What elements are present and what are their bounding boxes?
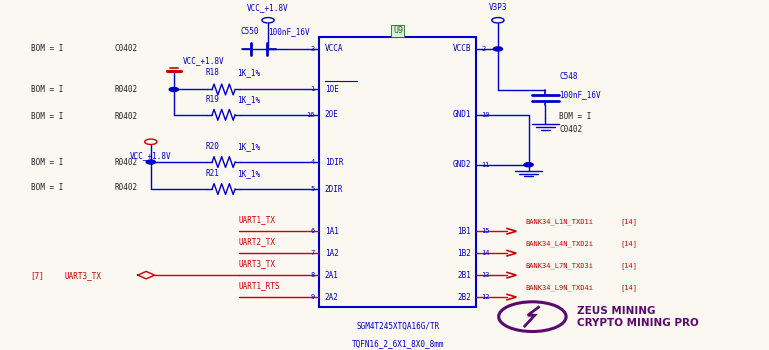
Text: BANK34_L7N_TXD3i: BANK34_L7N_TXD3i [525, 262, 594, 269]
Bar [319, 37, 477, 307]
Text: R0402: R0402 [115, 158, 138, 167]
Text: R18: R18 [205, 68, 219, 77]
Text: BANK34_L9N_TXD4i: BANK34_L9N_TXD4i [525, 284, 594, 291]
Text: 7: 7 [311, 250, 315, 256]
Text: 1K_1%: 1K_1% [238, 95, 261, 104]
Text: UART3_TX: UART3_TX [239, 259, 276, 268]
Text: R0402: R0402 [115, 85, 138, 94]
Text: 2A1: 2A1 [325, 271, 338, 280]
Text: 9: 9 [311, 294, 315, 300]
Text: 11: 11 [481, 162, 490, 168]
Text: [14]: [14] [621, 284, 638, 291]
Text: BOM = I: BOM = I [31, 85, 63, 94]
Text: 13: 13 [481, 272, 490, 278]
Text: CRYPTO MINING PRO: CRYPTO MINING PRO [577, 318, 698, 328]
Circle shape [262, 18, 275, 23]
Text: BOM = I: BOM = I [559, 112, 591, 121]
Text: 1A1: 1A1 [325, 227, 338, 236]
Text: UART1_TX: UART1_TX [239, 216, 276, 224]
Circle shape [493, 47, 502, 51]
Text: 2DIR: 2DIR [325, 184, 343, 194]
Text: 1K_1%: 1K_1% [238, 169, 261, 178]
Text: R0402: R0402 [115, 183, 138, 192]
Circle shape [146, 160, 155, 164]
Text: 1K_1%: 1K_1% [238, 142, 261, 151]
Text: 14: 14 [481, 250, 490, 256]
Text: TQFN16_2_6X1_8X0_8mm: TQFN16_2_6X1_8X0_8mm [351, 339, 444, 348]
Text: V3P3: V3P3 [488, 3, 507, 12]
Text: VCCB: VCCB [453, 44, 471, 54]
Circle shape [491, 18, 504, 23]
Text: C548: C548 [559, 72, 578, 81]
Text: 1OE: 1OE [325, 85, 338, 94]
Text: 1DIR: 1DIR [325, 158, 343, 167]
Text: R21: R21 [205, 169, 219, 178]
Text: [14]: [14] [621, 240, 638, 247]
Text: BOM = I: BOM = I [31, 44, 63, 54]
Text: BANK34_L1N_TXD1i: BANK34_L1N_TXD1i [525, 218, 594, 225]
Circle shape [524, 163, 533, 167]
Text: C0402: C0402 [559, 125, 582, 134]
Text: 16: 16 [306, 112, 315, 118]
Text: 1B2: 1B2 [458, 249, 471, 258]
Text: C0402: C0402 [115, 44, 138, 54]
Text: SGM4T245XTQA16G/TR: SGM4T245XTQA16G/TR [356, 322, 440, 331]
Text: VCC_+1.8V: VCC_+1.8V [247, 3, 289, 12]
Text: 8: 8 [311, 272, 315, 278]
Text: 15: 15 [481, 228, 490, 234]
Circle shape [169, 88, 178, 91]
Text: GND1: GND1 [453, 110, 471, 119]
Text: R20: R20 [205, 142, 219, 151]
Text: BOM = I: BOM = I [31, 158, 63, 167]
Text: 2B1: 2B1 [458, 271, 471, 280]
Text: UART2_TX: UART2_TX [239, 237, 276, 246]
Text: 1B1: 1B1 [458, 227, 471, 236]
Text: 2: 2 [481, 46, 485, 52]
Text: 2B2: 2B2 [458, 293, 471, 302]
Text: BOM = I: BOM = I [31, 112, 63, 121]
Text: 1A2: 1A2 [325, 249, 338, 258]
Text: R0402: R0402 [115, 112, 138, 121]
Text: 12: 12 [481, 294, 490, 300]
Text: 100nF_16V: 100nF_16V [559, 90, 601, 99]
Text: 5: 5 [311, 186, 315, 192]
Text: BOM = I: BOM = I [31, 183, 63, 192]
Text: UART1_RTS: UART1_RTS [239, 281, 281, 290]
Text: U9: U9 [393, 27, 403, 35]
Text: 1K_1%: 1K_1% [238, 68, 261, 77]
Text: VCC_+1.8V: VCC_+1.8V [130, 151, 171, 160]
Text: 6: 6 [311, 228, 315, 234]
Text: UART3_TX: UART3_TX [65, 271, 102, 280]
Text: 3: 3 [311, 46, 315, 52]
Text: 10: 10 [481, 112, 490, 118]
Text: 2A2: 2A2 [325, 293, 338, 302]
Text: R19: R19 [205, 95, 219, 104]
Circle shape [145, 139, 157, 145]
Text: BANK34_L4N_TXD2i: BANK34_L4N_TXD2i [525, 240, 594, 247]
Text: VCC_+1.8V: VCC_+1.8V [183, 56, 225, 65]
Text: [14]: [14] [621, 218, 638, 225]
Text: C550: C550 [241, 27, 259, 36]
Text: 2OE: 2OE [325, 110, 338, 119]
Text: 100nF_16V: 100nF_16V [268, 27, 310, 36]
Text: GND2: GND2 [453, 160, 471, 169]
Text: VCCA: VCCA [325, 44, 343, 54]
Text: 4: 4 [311, 159, 315, 165]
Text: [14]: [14] [621, 262, 638, 269]
Text: 1: 1 [311, 86, 315, 92]
Text: ZEUS MINING: ZEUS MINING [577, 306, 655, 316]
Text: [7]: [7] [31, 271, 45, 280]
